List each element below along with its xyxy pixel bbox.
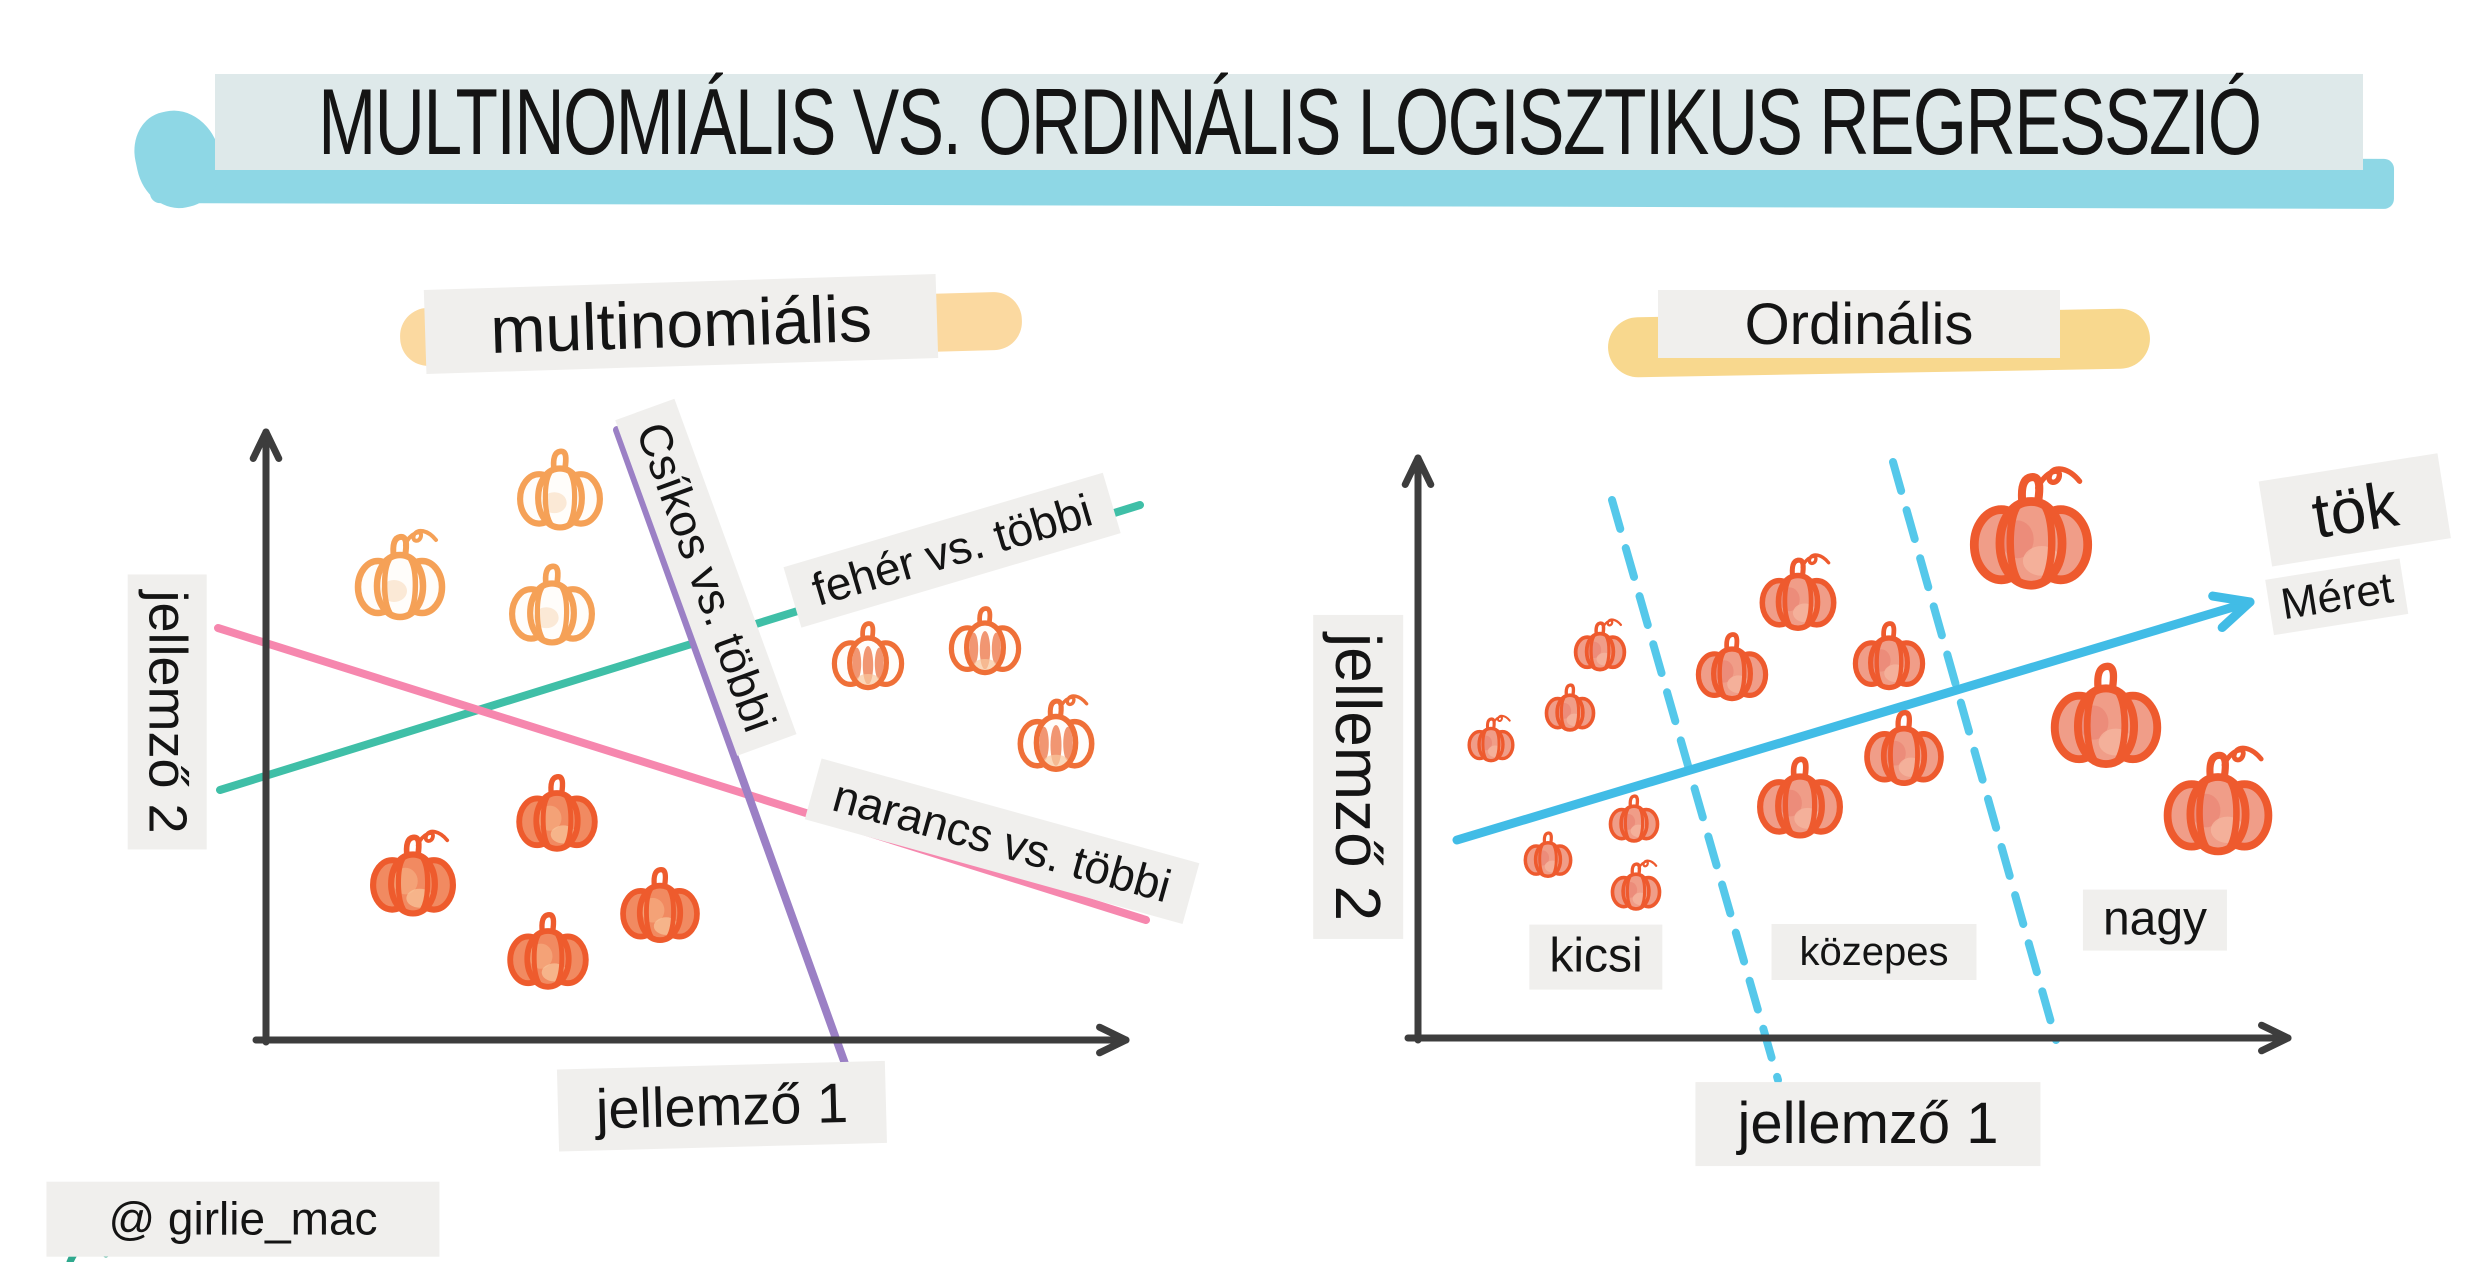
pumpkin-közepes — [1852, 621, 1926, 691]
right-y-axis-label: jellemző 2 — [1312, 614, 1404, 940]
arrowhead — [249, 428, 283, 462]
pumpkin-kicsi — [1608, 794, 1660, 843]
boundary-line-orange-vs-rest — [214, 624, 1150, 924]
pumpkin-közepes — [1757, 756, 1843, 839]
pumpkin-narancs — [507, 912, 589, 990]
pumpkin-nagy — [2050, 662, 2162, 769]
title-banner: MULTINOMIÁLIS VS. ORDINÁLIS LOGISZTIKUS … — [215, 69, 2363, 174]
pumpkin-közepes — [1864, 710, 1944, 787]
pumpkin-közepes — [1695, 632, 1769, 702]
pumpkin-narancs — [370, 829, 456, 917]
pumpkin-csíkos — [948, 606, 1022, 676]
pumpkin-kicsi — [1467, 714, 1515, 763]
threshold-line-kicsi-kozepes — [1608, 496, 1782, 1084]
pumpkin-kicsi — [1544, 683, 1596, 732]
arrowhead — [2208, 591, 2255, 633]
pumpkin-csíkos — [831, 621, 905, 691]
size-arrow — [1452, 597, 2255, 845]
page-title: MULTINOMIÁLIS VS. ORDINÁLIS LOGISZTIKUS … — [317, 69, 2262, 174]
left-x-axis-label: jellemző 1 — [556, 1060, 888, 1152]
size-region-medium-label: közepes — [1771, 924, 1977, 980]
pumpkin-fehér — [517, 448, 603, 531]
attribution: @ girlie_mac — [46, 1181, 440, 1257]
size-region-small-label: kicsi — [1529, 924, 1663, 990]
size-region-large-label: nagy — [2082, 889, 2228, 951]
pumpkin-közepes — [1759, 553, 1837, 631]
boundary-line-striped-vs-rest — [613, 426, 852, 1076]
right-x-axis-label: jellemző 1 — [1695, 1082, 2041, 1166]
pumpkin-kicsi — [1573, 618, 1627, 672]
arrowhead — [1096, 1023, 1130, 1057]
pumpkin-narancs — [620, 867, 700, 944]
subtitle-ordinal: Ordinális — [1658, 290, 2060, 358]
left-y-axis-label: jellemző 2 — [127, 574, 207, 850]
pumpkin-nagy — [2163, 745, 2273, 856]
pumpkin-fehér — [509, 563, 595, 646]
threshold-line-kozepes-nagy — [1889, 458, 2060, 1044]
arrowhead — [1401, 454, 1435, 488]
arrowhead — [2258, 1021, 2292, 1055]
pumpkin-csíkos — [1017, 694, 1095, 772]
pumpkin-nagy — [1969, 466, 2093, 590]
subtitle-multinomial: multinomiális — [423, 273, 939, 375]
pumpkin-fehér — [354, 528, 446, 621]
pumpkin-narancs — [516, 774, 598, 852]
pumpkin-kicsi — [1610, 859, 1662, 911]
pumpkin-kicsi — [1523, 831, 1573, 879]
